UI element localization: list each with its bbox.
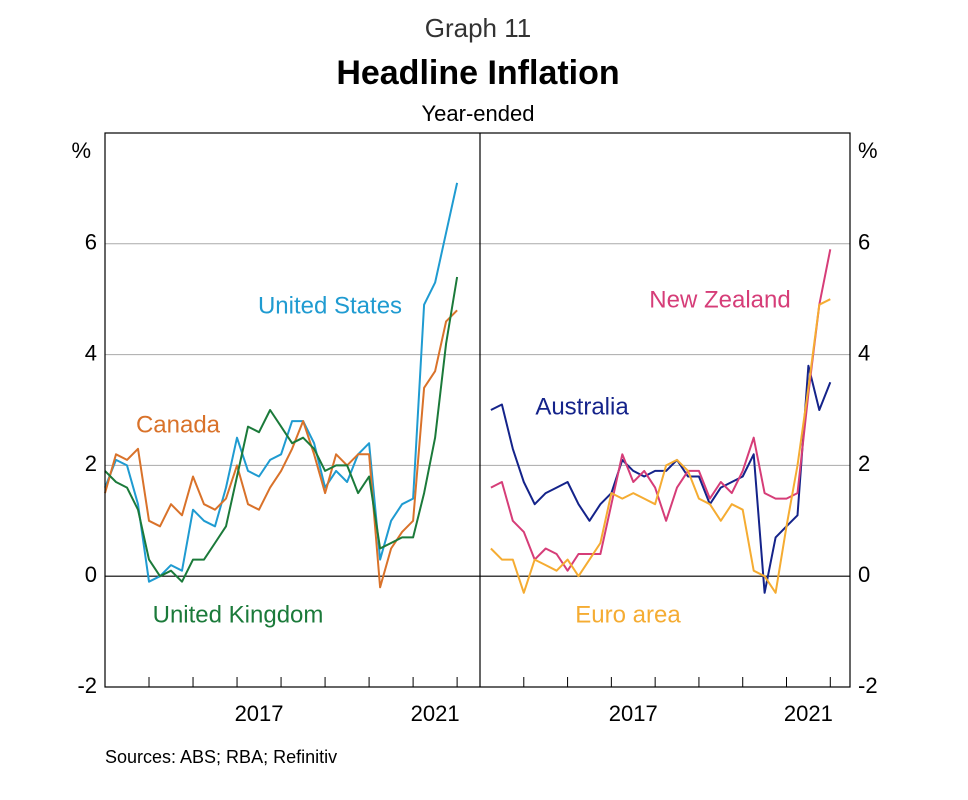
x-tick-label: 2021 bbox=[411, 701, 460, 726]
y-tick-label: 0 bbox=[85, 562, 97, 587]
series-line bbox=[104, 182, 459, 583]
y-tick-label: 0 bbox=[858, 562, 870, 587]
series-line bbox=[490, 298, 831, 594]
y-tick-label: 6 bbox=[85, 230, 97, 255]
y-tick-label: 4 bbox=[85, 340, 97, 365]
plot-frame bbox=[104, 132, 851, 688]
y-tick-label: -2 bbox=[77, 673, 97, 698]
series-label: United States bbox=[258, 292, 402, 319]
graph-label: Graph 11 bbox=[425, 13, 531, 43]
series-line bbox=[104, 309, 458, 589]
series-line bbox=[490, 364, 832, 594]
series-line bbox=[490, 249, 832, 572]
series-label: Australia bbox=[535, 393, 629, 420]
series-line bbox=[104, 276, 459, 583]
y-axis-label: % bbox=[858, 138, 878, 163]
series-label: New Zealand bbox=[649, 286, 790, 313]
series-label: United Kingdom bbox=[153, 601, 324, 628]
x-tick-label: 2017 bbox=[235, 701, 284, 726]
y-tick-label: 4 bbox=[858, 340, 870, 365]
y-axis-label: % bbox=[71, 138, 91, 163]
x-tick-label: 2017 bbox=[609, 701, 658, 726]
series-label: Euro area bbox=[575, 601, 681, 628]
x-tick-label: 2021 bbox=[784, 701, 833, 726]
y-tick-label: 6 bbox=[858, 230, 870, 255]
series-label: Canada bbox=[136, 411, 221, 438]
chart-subtitle: Year-ended bbox=[422, 101, 535, 126]
y-tick-label: -2 bbox=[858, 673, 878, 698]
y-tick-label: 2 bbox=[858, 451, 870, 476]
y-tick-label: 2 bbox=[85, 451, 97, 476]
chart-title: Headline Inflation bbox=[336, 54, 619, 92]
source-note: Sources: ABS; RBA; Refinitiv bbox=[105, 747, 337, 767]
